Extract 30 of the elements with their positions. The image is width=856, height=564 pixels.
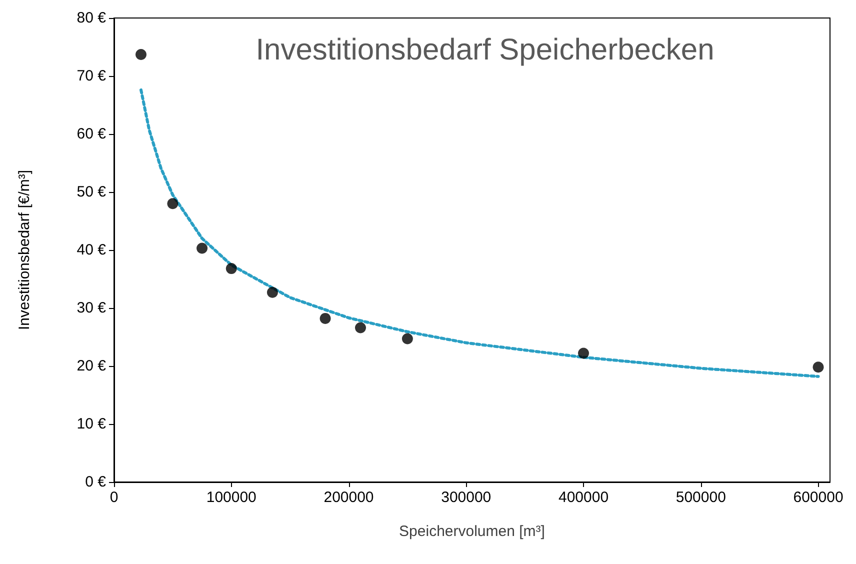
y-tick-label: 70 € bbox=[76, 68, 107, 84]
y-tick-label: 80 € bbox=[76, 10, 107, 26]
x-tick-label: 400000 bbox=[558, 489, 609, 506]
text: Investitionsbedarf Speicherbecken bbox=[256, 34, 714, 66]
point bbox=[196, 242, 208, 254]
x-tick-label: 600000 bbox=[793, 489, 844, 506]
y-tick-label: 50 € bbox=[76, 184, 107, 200]
x-tick-label: 300000 bbox=[441, 489, 492, 506]
line-series bbox=[139, 88, 820, 378]
point bbox=[167, 198, 178, 210]
x-tick-label: 100000 bbox=[206, 489, 256, 506]
y-axis-title: Investitionsbedarf [€/m³] bbox=[16, 170, 33, 330]
x-tick-label: 200000 bbox=[324, 489, 374, 506]
point bbox=[266, 286, 278, 298]
y-tick-label: 10 € bbox=[76, 416, 107, 432]
point bbox=[320, 312, 331, 324]
y-tick-label: 30 € bbox=[76, 300, 107, 316]
point bbox=[402, 333, 413, 344]
y-tick-label: 40 € bbox=[76, 242, 107, 258]
point bbox=[812, 362, 824, 373]
y-tick-label: 60 € bbox=[76, 126, 107, 142]
point bbox=[355, 322, 366, 334]
y-tick-label: 20 € bbox=[76, 358, 107, 374]
y-tick-label: 0 € bbox=[85, 474, 107, 490]
point bbox=[578, 348, 590, 359]
x-axis-title: Speichervolumen [m³] bbox=[399, 523, 545, 540]
point bbox=[226, 263, 237, 274]
x-tick-label: 500000 bbox=[676, 489, 726, 506]
point bbox=[136, 49, 146, 60]
x-tick-label: 0 bbox=[110, 489, 118, 506]
